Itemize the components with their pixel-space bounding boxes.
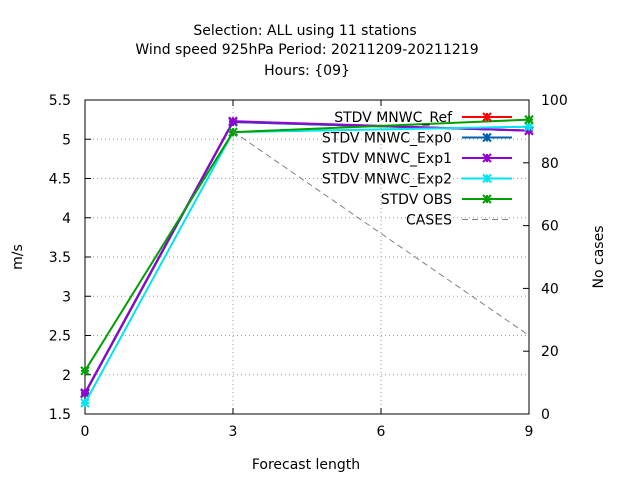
data-point <box>524 121 534 132</box>
x-tick-label: 0 <box>81 424 90 440</box>
data-point <box>228 127 238 137</box>
y-tick-label: 5 <box>62 132 71 148</box>
legend-entry: CASES <box>406 213 512 229</box>
series-1 <box>80 117 534 399</box>
series-line <box>84 120 530 394</box>
legend-label: STDV MNWC_Exp2 <box>322 172 452 188</box>
y2-tick-label: 100 <box>541 93 568 109</box>
data-point <box>228 116 238 126</box>
legend-label: STDV MNWC_Ref <box>334 110 453 126</box>
data-point <box>80 398 90 408</box>
y-tick-label: 3 <box>62 289 71 305</box>
series-layer <box>80 114 534 408</box>
y-axis-label: m/s <box>10 244 26 270</box>
legend-entry: STDV MNWC_Ref <box>334 110 512 126</box>
chart-title: Selection: ALL using 11 stations Wind sp… <box>135 23 478 79</box>
axes: 0 3 6 9 1.5 2 2.5 3 3.5 4 4.5 5 5.5 0 20 40 60 80 100 <box>49 93 568 440</box>
legend-label: STDV OBS <box>381 192 452 208</box>
data-point <box>80 366 90 376</box>
y-tick-label: 4 <box>62 211 71 227</box>
legend: STDV MNWC_Ref STDV MNWC_Exp0 STDV MNWC_Exp… <box>322 110 512 229</box>
plot-frame <box>84 99 530 415</box>
series-4 <box>80 114 534 376</box>
legend-entry: STDV OBS <box>381 192 512 208</box>
y2-tick-label: 20 <box>541 344 559 360</box>
grid <box>85 100 529 414</box>
legend-entry: STDV MNWC_Exp0 <box>322 131 512 147</box>
series-3 <box>80 121 534 408</box>
series-line <box>84 120 530 395</box>
y2-tick-label: 60 <box>541 219 559 235</box>
x-tick-label: 3 <box>229 424 238 440</box>
x-tick-label: 6 <box>377 424 386 440</box>
legend-marker <box>482 153 492 163</box>
y-tick-label: 2 <box>62 368 71 384</box>
legend-marker <box>482 132 492 143</box>
y-tick-label: 2.5 <box>49 329 71 345</box>
legend-label: CASES <box>406 213 452 229</box>
y2-tick-label: 80 <box>541 156 559 172</box>
y-tick-label: 5.5 <box>49 93 71 109</box>
title-line-1: Selection: ALL using 11 stations <box>193 23 416 39</box>
legend-marker <box>482 194 492 204</box>
y2-tick-label: 40 <box>541 281 559 297</box>
y-tick-label: 4.5 <box>49 172 71 188</box>
legend-marker <box>482 112 492 122</box>
legend-label: STDV MNWC_Exp0 <box>322 131 452 147</box>
x-axis-label: Forecast length <box>252 457 360 473</box>
title-line-2: Wind speed 925hPa Period: 20211209-20211… <box>135 42 478 58</box>
legend-entry: STDV MNWC_Exp2 <box>322 172 512 188</box>
legend-entry: STDV MNWC_Exp1 <box>322 151 512 167</box>
title-line-3: Hours: {09} <box>264 63 350 79</box>
y-tick-label: 3.5 <box>49 250 71 266</box>
data-point <box>524 114 534 125</box>
series-line <box>84 120 530 395</box>
legend-label: STDV MNWC_Exp1 <box>322 151 452 167</box>
series-0 <box>80 117 534 399</box>
y2-tick-label: 0 <box>541 407 550 423</box>
data-point <box>80 388 90 398</box>
y-tick-label: 1.5 <box>49 407 71 423</box>
y2-axis-label: No cases <box>591 226 607 289</box>
x-tick-label: 9 <box>525 424 534 440</box>
legend-marker <box>482 173 492 184</box>
